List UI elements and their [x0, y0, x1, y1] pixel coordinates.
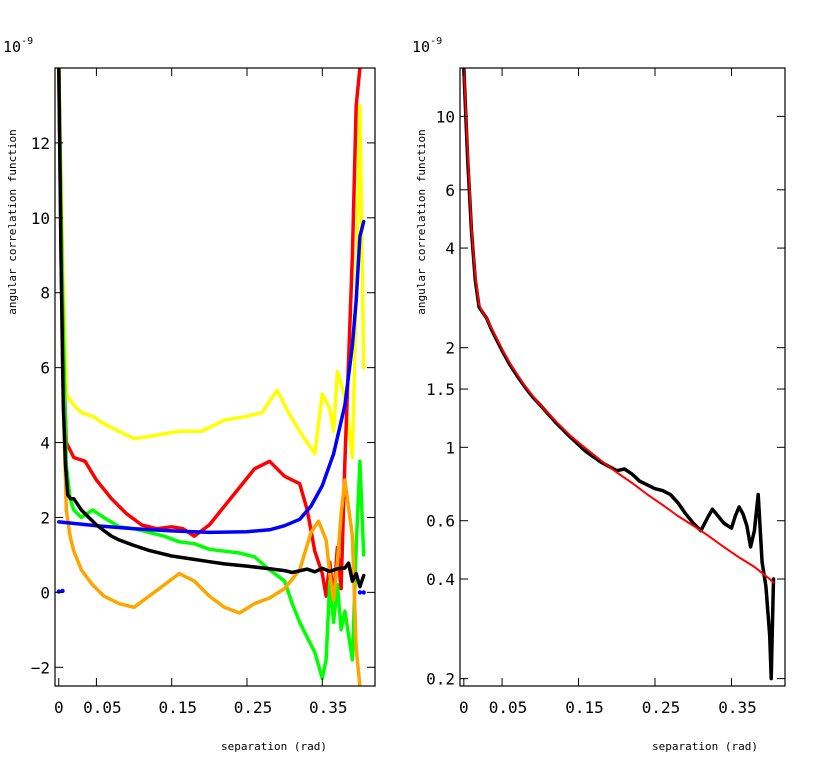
series-line-green [57, 68, 366, 681]
x-tick-label: 0.05 [489, 698, 528, 717]
left-scale-label: 10-9 [3, 36, 33, 56]
y-tick-label: 6 [445, 181, 455, 200]
series-line-red [57, 68, 362, 602]
series-line-blue [57, 219, 366, 535]
y-tick-label: 0 [40, 583, 50, 602]
x-tick-label: 0.25 [642, 698, 681, 717]
y-tick-label: 0.2 [426, 670, 455, 689]
right-y-axis-title: angular correlation function [415, 129, 428, 314]
left-chart: 10-9 angular correlation function separa… [3, 36, 376, 753]
x-tick-label: 0 [459, 698, 469, 717]
series-point-blue [361, 590, 366, 595]
x-tick-label: 0.05 [83, 698, 122, 717]
y-tick-label: 12 [31, 134, 50, 153]
y-tick-label: 1 [445, 438, 455, 457]
series-point-blue [56, 589, 61, 594]
y-tick-label: 4 [40, 434, 50, 453]
y-tick-label: 0.4 [426, 570, 455, 589]
right-plot-frame [459, 67, 786, 687]
y-tick-label: 10 [436, 107, 455, 126]
left-x-axis-title: separation (rad) [221, 740, 327, 753]
x-tick-label: 0.35 [309, 698, 348, 717]
x-tick-label: 0.15 [565, 698, 604, 717]
x-tick-label: 0.25 [234, 698, 273, 717]
left-plot-frame [54, 67, 376, 687]
series-line-orange [57, 68, 362, 686]
y-tick-label: 8 [40, 284, 50, 303]
y-tick-label: 2 [445, 339, 455, 358]
left-y-axis-title: angular correlation function [6, 129, 19, 314]
y-tick-label: 0.6 [426, 512, 455, 531]
y-tick-label: 1.5 [426, 380, 455, 399]
right-scale-label: 10-9 [412, 36, 442, 56]
x-tick-label: 0 [54, 698, 64, 717]
series-line-black [57, 68, 366, 589]
y-tick-label: 4 [445, 239, 455, 258]
series-line-yellow [57, 68, 366, 460]
series-line-data [462, 68, 776, 681]
y-tick-label: 10 [31, 209, 50, 228]
series-line-fit [462, 68, 775, 584]
y-tick-label: −2 [31, 658, 50, 677]
y-tick-label: 6 [40, 359, 50, 378]
x-tick-label: 0.15 [158, 698, 197, 717]
right-x-axis-title: separation (rad) [652, 740, 758, 753]
right-chart: 10-9 angular correlation function separa… [412, 36, 786, 753]
series-point-blue [357, 590, 363, 595]
x-tick-label: 0.35 [718, 698, 757, 717]
y-tick-label: 2 [40, 508, 50, 527]
